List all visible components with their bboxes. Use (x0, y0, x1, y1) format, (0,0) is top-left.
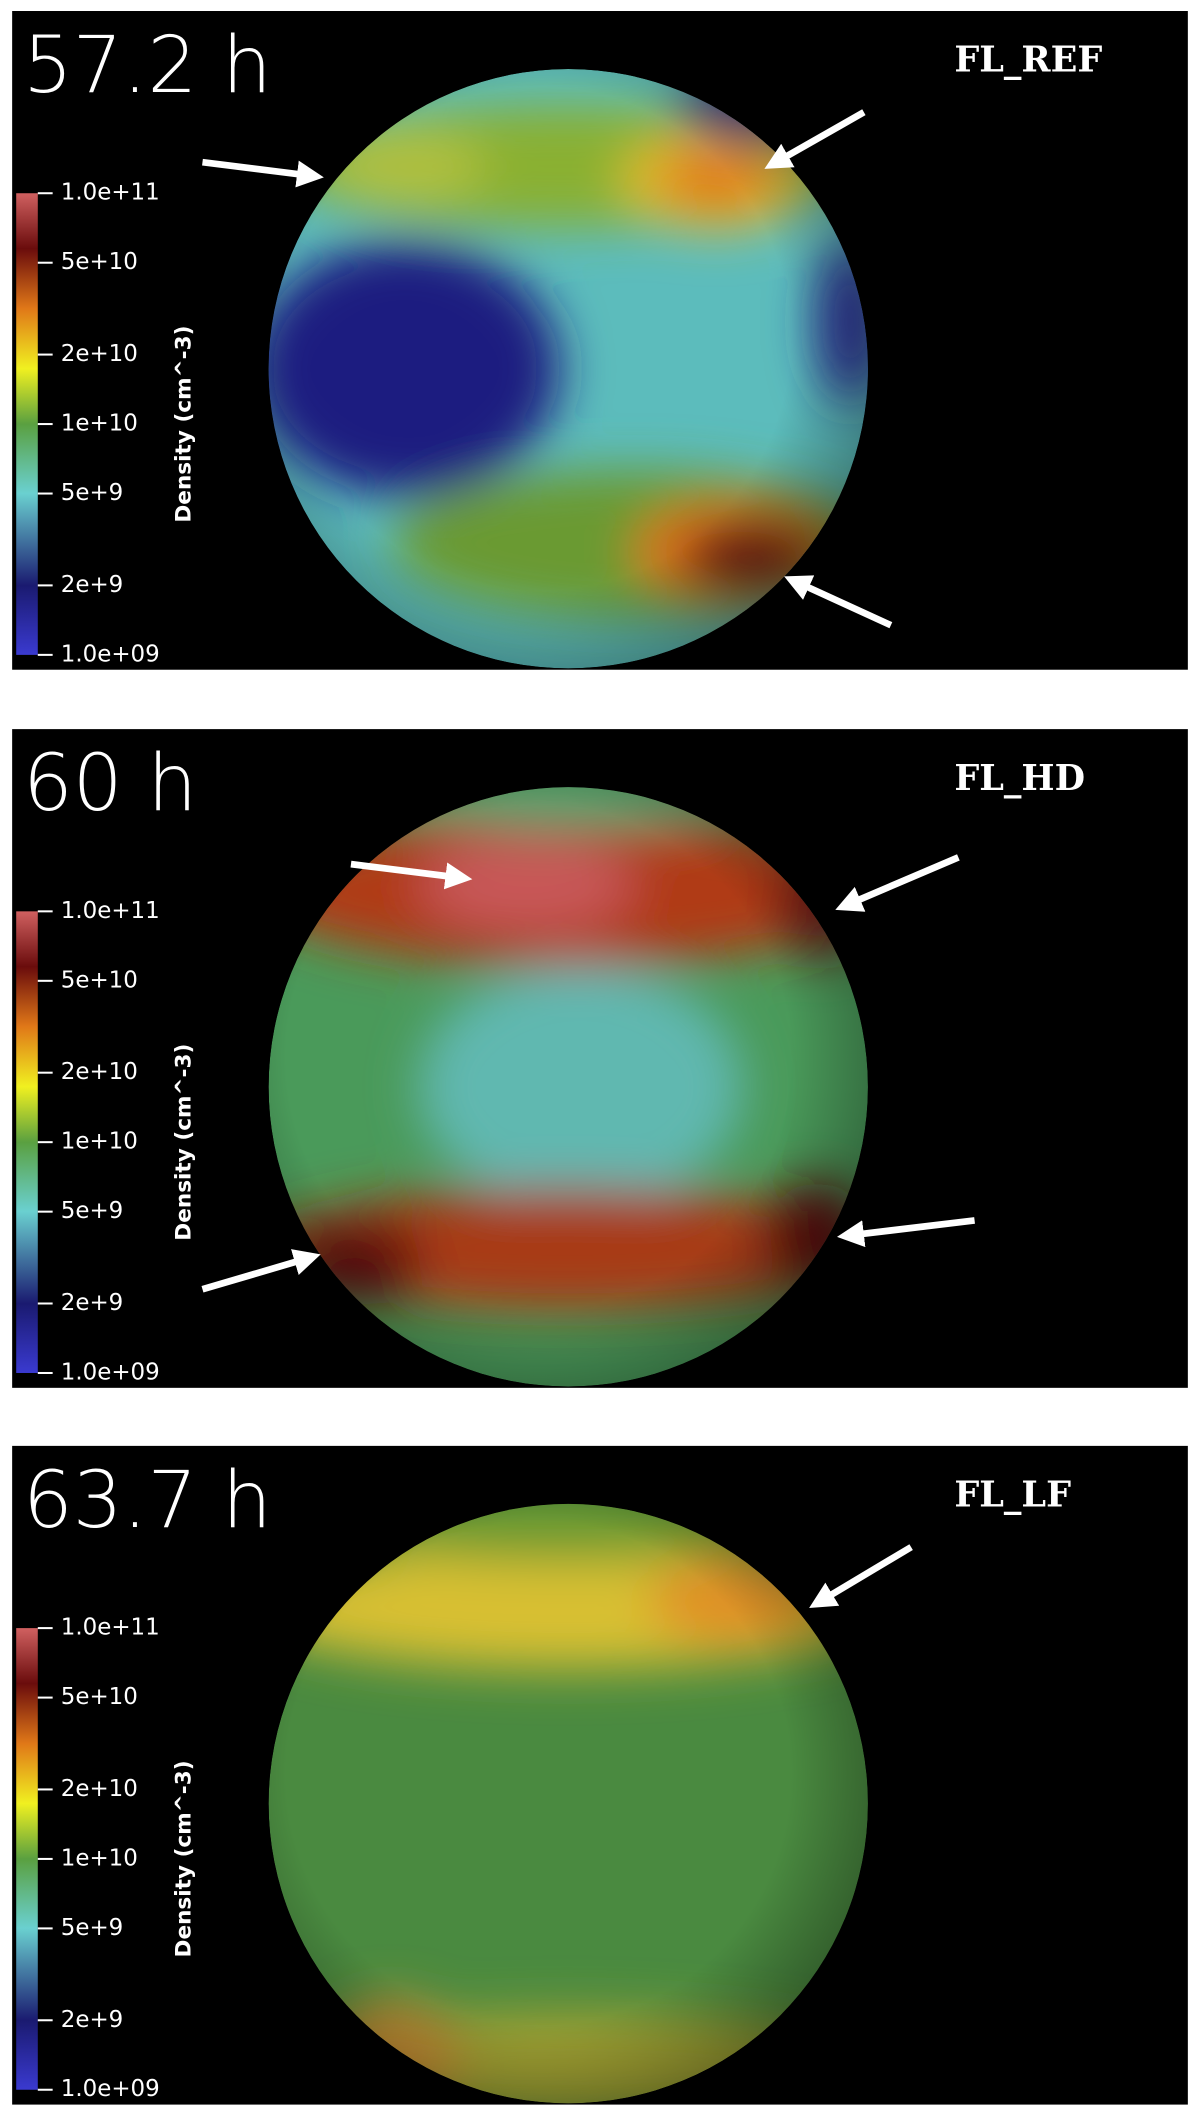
colorbar-tick-label: 2e+10 (61, 1776, 138, 1802)
run-name: FL_LF (954, 1475, 1071, 1516)
colorbar-tick-label: 1.0e+09 (61, 641, 160, 667)
colorbar-tick-label: 1e+10 (61, 1129, 138, 1155)
colorbar-tick-label: 1.0e+11 (61, 1615, 160, 1641)
colorbar-tick-label: 5e+9 (61, 1198, 124, 1224)
sphere-shading (268, 787, 868, 1387)
arrow (350, 860, 473, 890)
arrow (809, 1544, 913, 1609)
colorbar (16, 1628, 38, 2090)
colorbar-tick-label: 2e+9 (61, 572, 124, 598)
colorbar-tick-label: 5e+9 (61, 1915, 124, 1941)
panel: 63.7 h FL_LF 1.0e+11 5e+10 2e+10 1e+10 5e+9 2e+… (12, 1445, 1188, 2105)
colorbar-tick-label: 5e+9 (61, 480, 124, 506)
colorbar (16, 911, 38, 1373)
sphere-shading (268, 69, 868, 669)
colorbar-tick-label: 1.0e+11 (61, 180, 160, 206)
arrow (784, 575, 893, 629)
colorbar (16, 193, 38, 655)
colorbar-tick-label: 1.0e+11 (61, 898, 160, 924)
colorbar-tick-label: 1e+10 (61, 411, 138, 437)
time-label: 63.7 h (23, 1455, 272, 1546)
colorbar-label: Density (cm^-3) (171, 1044, 196, 1241)
run-name: FL_REF (954, 40, 1102, 81)
panel: 57.2 h FL_REF 1.0e+11 5e+10 2e+10 1e+10 5e+9 2e… (12, 11, 1188, 670)
colorbar-label: Density (cm^-3) (171, 1760, 196, 1957)
colorbar-tick-label: 1.0e+09 (61, 2076, 160, 2102)
colorbar-label: Density (cm^-3) (171, 326, 196, 523)
run-name: FL_HD (954, 758, 1085, 799)
colorbar-tick-label: 1e+10 (61, 1845, 138, 1871)
sphere (268, 787, 868, 1387)
arrow (202, 158, 324, 188)
arrow (201, 1249, 321, 1293)
time-label: 57.2 h (23, 20, 272, 111)
panel: 60 h FL_HD 1.0e+11 5e+10 2e+10 1e+10 5e+9 2e+9 1… (12, 729, 1188, 1388)
colorbar-tick-label: 2e+10 (61, 1059, 138, 1085)
colorbar-tick-label: 5e+10 (61, 967, 138, 993)
arrow (836, 1217, 975, 1248)
colorbar-tick-label: 2e+9 (61, 1290, 124, 1316)
sphere (268, 69, 868, 669)
colorbar-tick-label: 1.0e+09 (61, 1359, 160, 1385)
arrow (835, 854, 960, 912)
time-label: 60 h (23, 738, 197, 829)
colorbar-tick-label: 2e+10 (61, 341, 138, 367)
colorbar-tick-label: 5e+10 (61, 1684, 138, 1710)
arrow (764, 109, 866, 169)
colorbar-tick-label: 2e+9 (61, 2007, 124, 2033)
sphere-shading (268, 1503, 868, 2104)
colorbar-tick-label: 5e+10 (61, 249, 138, 275)
